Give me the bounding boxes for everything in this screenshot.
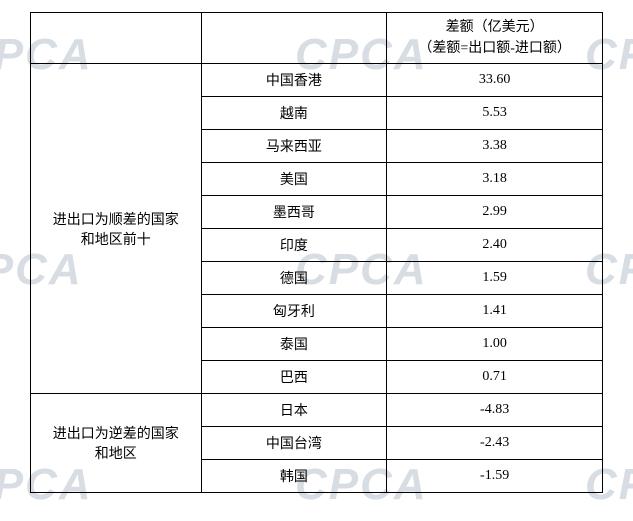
- country-cell: 巴西: [201, 361, 387, 394]
- country-cell: 马来西亚: [201, 130, 387, 163]
- surplus-label-line1: 进出口为顺差的国家: [31, 209, 201, 229]
- deficit-label-line2: 和地区: [31, 443, 201, 463]
- value-cell: 5.53: [387, 97, 603, 130]
- country-cell: 印度: [201, 229, 387, 262]
- value-cell: 1.00: [387, 328, 603, 361]
- table-row: 进出口为逆差的国家 和地区 日本 -4.83: [31, 394, 603, 427]
- surplus-group-label: 进出口为顺差的国家 和地区前十: [31, 64, 202, 394]
- header-blank: [31, 13, 202, 64]
- country-cell: 德国: [201, 262, 387, 295]
- trade-balance-table: 差额（亿美元） （差额=出口额-进口额） 进出口为顺差的国家 和地区前十 中国香…: [30, 12, 603, 493]
- header-diff: 差额（亿美元） （差额=出口额-进口额）: [387, 13, 603, 64]
- country-cell: 越南: [201, 97, 387, 130]
- header-diff-line1: 差额（亿美元）: [387, 17, 602, 38]
- header-blank-2: [201, 13, 387, 64]
- value-cell: 2.99: [387, 196, 603, 229]
- value-cell: 33.60: [387, 64, 603, 97]
- value-cell: 3.18: [387, 163, 603, 196]
- value-cell: 3.38: [387, 130, 603, 163]
- country-cell: 美国: [201, 163, 387, 196]
- table-row: 进出口为顺差的国家 和地区前十 中国香港 33.60: [31, 64, 603, 97]
- country-cell: 日本: [201, 394, 387, 427]
- value-cell: -1.59: [387, 460, 603, 493]
- country-cell: 匈牙利: [201, 295, 387, 328]
- deficit-group-label: 进出口为逆差的国家 和地区: [31, 394, 202, 493]
- deficit-label-line1: 进出口为逆差的国家: [31, 423, 201, 443]
- country-cell: 中国台湾: [201, 427, 387, 460]
- table-header-row: 差额（亿美元） （差额=出口额-进口额）: [31, 13, 603, 64]
- value-cell: 1.41: [387, 295, 603, 328]
- country-cell: 墨西哥: [201, 196, 387, 229]
- table-container: 差额（亿美元） （差额=出口额-进口额） 进出口为顺差的国家 和地区前十 中国香…: [0, 0, 633, 505]
- value-cell: 0.71: [387, 361, 603, 394]
- value-cell: -4.83: [387, 394, 603, 427]
- country-cell: 韩国: [201, 460, 387, 493]
- header-diff-line2: （差额=出口额-进口额）: [387, 38, 602, 59]
- value-cell: 1.59: [387, 262, 603, 295]
- value-cell: -2.43: [387, 427, 603, 460]
- surplus-label-line2: 和地区前十: [31, 229, 201, 249]
- value-cell: 2.40: [387, 229, 603, 262]
- country-cell: 中国香港: [201, 64, 387, 97]
- country-cell: 泰国: [201, 328, 387, 361]
